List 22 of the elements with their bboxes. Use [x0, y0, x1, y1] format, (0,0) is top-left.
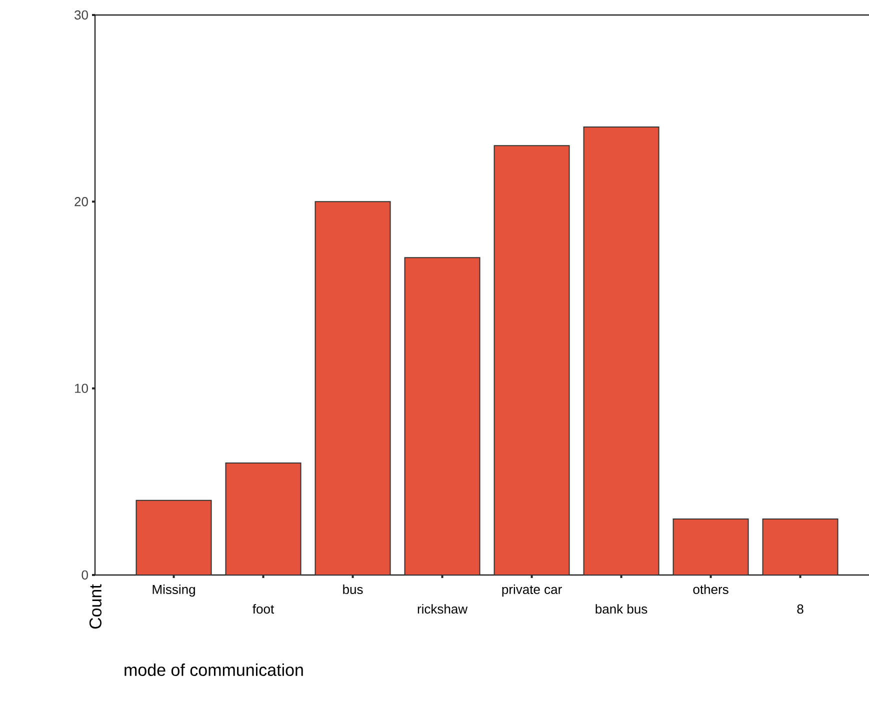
y-tick-label: 20 — [74, 197, 88, 206]
x-axis-title: mode of communication — [124, 664, 303, 676]
y-tick-label: 0 — [82, 570, 88, 580]
x-tick-label: foot — [252, 604, 274, 614]
x-tick-label: 8 — [797, 604, 804, 614]
x-tick-label: others — [693, 584, 728, 594]
bar — [225, 462, 302, 576]
x-tick-label: bus — [343, 584, 363, 594]
bar — [404, 257, 480, 576]
y-tick-label: 30 — [74, 10, 88, 20]
bar — [762, 518, 838, 576]
bar — [314, 201, 391, 576]
x-tick-label: private car — [502, 584, 562, 597]
x-tick-label: Missing — [152, 584, 195, 597]
x-tick-label: bank bus — [596, 604, 648, 614]
x-tick-label: rickshaw — [418, 604, 468, 614]
bar — [494, 145, 570, 576]
y-axis-title: Count — [89, 584, 102, 629]
bar — [583, 126, 660, 576]
bar — [136, 500, 212, 576]
y-tick-label: 10 — [75, 384, 88, 393]
bar — [672, 518, 749, 576]
